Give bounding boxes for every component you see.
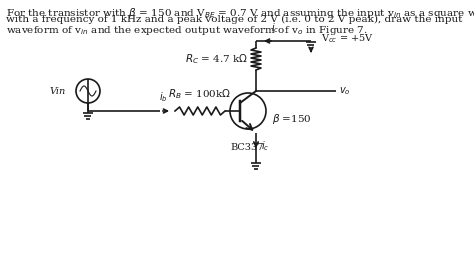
Text: $R_C$ = 4.7 k$\Omega$: $R_C$ = 4.7 k$\Omega$ [184,52,248,66]
Text: $\beta$ =150: $\beta$ =150 [272,112,312,126]
Text: $i_b$: $i_b$ [159,90,167,104]
Text: with a frequency of 1 kHz and a peak voltage of 2 V (i.e. 0 to 2 V peak), draw t: with a frequency of 1 kHz and a peak vol… [6,15,462,24]
Text: V$_{cc}$ = +5V: V$_{cc}$ = +5V [321,33,374,45]
Text: waveform of v$_{in}$ and the expected output waveform of v$_o$ in Figure 7.: waveform of v$_{in}$ and the expected ou… [6,24,368,37]
Text: $i_c$: $i_c$ [271,21,279,35]
Text: $i_c$: $i_c$ [261,139,269,153]
Text: $v_o$: $v_o$ [339,85,351,97]
Text: Vin: Vin [50,86,66,95]
Text: BC337: BC337 [230,143,264,152]
Text: For the transistor with $\beta$ = 150 and V$_{BE}$ = 0.7 V and assuming the inpu: For the transistor with $\beta$ = 150 an… [6,6,474,20]
Text: $R_B$ = 100k$\Omega$: $R_B$ = 100k$\Omega$ [168,87,232,101]
